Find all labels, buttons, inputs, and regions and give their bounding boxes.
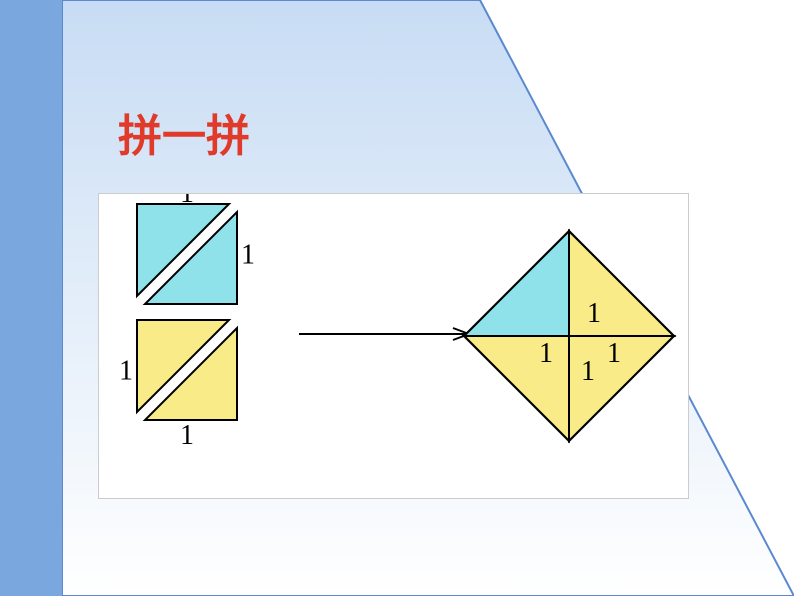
slide: 拼一拼 11111111	[0, 0, 794, 596]
dim-label: 1	[581, 356, 595, 387]
diagram-panel: 11111111	[98, 193, 689, 499]
dim-label: 1	[180, 194, 194, 209]
slide-title: 拼一拼	[118, 100, 250, 164]
diagram-svg: 11111111	[99, 194, 688, 498]
dim-label: 1	[587, 298, 601, 329]
dim-label: 1	[607, 338, 621, 369]
dim-label: 1	[180, 420, 194, 451]
dim-label: 1	[241, 239, 255, 270]
dim-label: 1	[539, 338, 553, 369]
dim-label: 1	[119, 355, 133, 386]
